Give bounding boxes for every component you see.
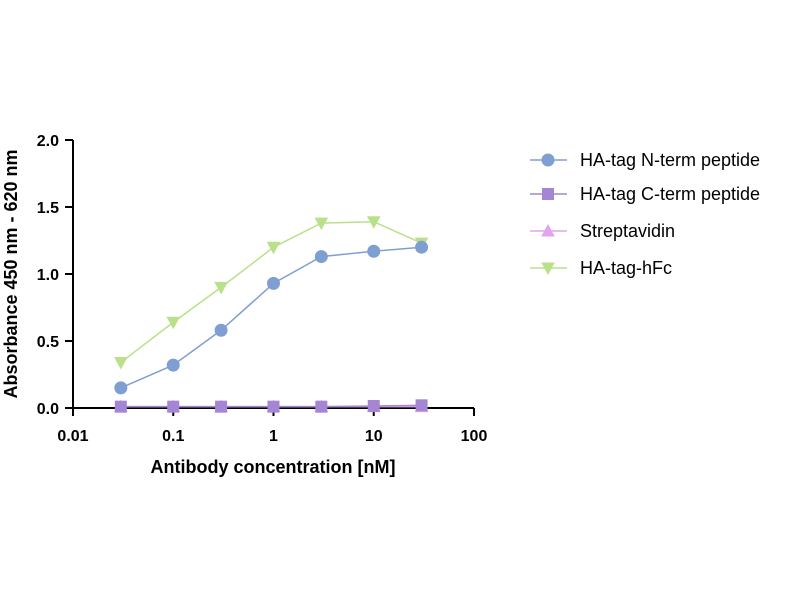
y-tick-label: 0.5 bbox=[37, 334, 59, 351]
y-tick-label: 1.5 bbox=[37, 200, 59, 217]
data-point bbox=[415, 240, 429, 254]
data-point bbox=[367, 244, 381, 258]
series-layer bbox=[113, 216, 429, 413]
data-point bbox=[366, 216, 381, 229]
legend-item: HA-tag-hFc bbox=[530, 258, 672, 278]
data-point bbox=[166, 358, 180, 372]
legend-marker bbox=[541, 262, 555, 276]
x-tick-label: 1 bbox=[269, 428, 278, 445]
legend-marker bbox=[542, 188, 554, 200]
ticks: 0.01 0.1 1 10 100 0.0 0.5 1.0 1.5 2.0 bbox=[37, 133, 488, 445]
legend-label: Streptavidin bbox=[580, 221, 675, 241]
y-tick-label: 0.0 bbox=[37, 401, 59, 418]
data-point bbox=[114, 400, 127, 413]
data-point bbox=[314, 217, 329, 231]
x-tick-label: 0.01 bbox=[57, 428, 88, 445]
legend-marker bbox=[541, 223, 555, 237]
data-point bbox=[214, 281, 228, 295]
data-point bbox=[267, 400, 280, 413]
data-point bbox=[266, 241, 281, 255]
legend-marker bbox=[541, 153, 555, 167]
legend-label: HA-tag-hFc bbox=[580, 258, 672, 278]
data-point bbox=[215, 400, 228, 413]
data-point bbox=[114, 381, 128, 395]
data-point bbox=[314, 250, 328, 264]
legend-label: HA-tag N-term peptide bbox=[580, 150, 760, 170]
y-tick-label: 1.0 bbox=[37, 267, 59, 284]
data-point bbox=[415, 399, 428, 412]
data-point bbox=[367, 399, 380, 412]
x-tick-label: 100 bbox=[461, 428, 488, 445]
data-point bbox=[167, 400, 180, 413]
series-0 bbox=[114, 240, 429, 395]
data-point bbox=[113, 356, 128, 370]
axes bbox=[72, 140, 474, 409]
data-point bbox=[166, 316, 181, 330]
data-point bbox=[267, 276, 280, 290]
legend-item: HA-tag C-term peptide bbox=[530, 184, 760, 204]
y-tick-label: 2.0 bbox=[37, 133, 59, 150]
legend: HA-tag N-term peptide HA-tag C-term pepti… bbox=[530, 150, 760, 278]
legend-item: Streptavidin bbox=[530, 221, 675, 241]
series-3 bbox=[113, 216, 429, 370]
series-line bbox=[120, 246, 422, 389]
x-axis-title: Antibody concentration [nM] bbox=[151, 457, 396, 477]
legend-label: HA-tag C-term peptide bbox=[580, 184, 760, 204]
legend-item: HA-tag N-term peptide bbox=[530, 150, 760, 170]
x-tick-label: 0.1 bbox=[162, 428, 184, 445]
x-tick-label: 10 bbox=[365, 428, 383, 445]
data-point bbox=[214, 323, 228, 337]
series-1 bbox=[114, 399, 428, 413]
data-point bbox=[315, 400, 328, 413]
y-axis-title: Absorbance 450 nm - 620 nm bbox=[1, 149, 21, 398]
